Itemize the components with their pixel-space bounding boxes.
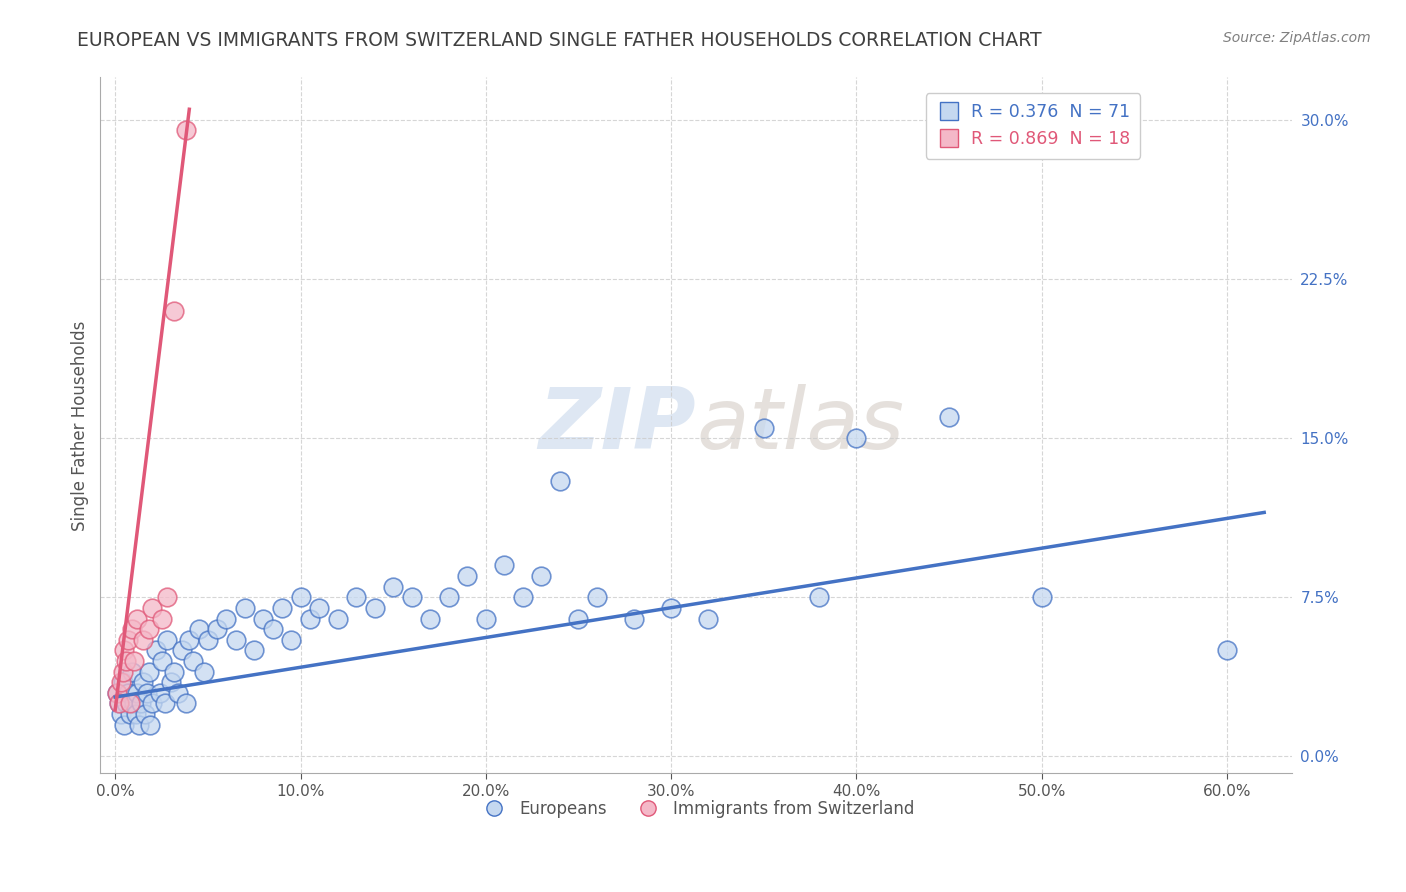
Point [127,686,149,700]
Point [149,686,172,700]
Point [129,697,152,711]
Point [252,611,274,625]
Point [586,591,609,605]
Point [752,420,775,434]
Point [401,591,423,605]
Point [437,591,460,605]
Point [132,675,155,690]
Text: atlas: atlas [696,384,904,467]
Point [419,611,441,625]
Point [127,611,149,625]
Point [138,622,160,636]
Point [548,474,571,488]
Point [122,697,145,711]
Point [141,601,163,615]
Point [114,643,136,657]
Point [124,706,146,721]
Point [115,654,138,668]
Point [150,654,173,668]
Point [156,632,179,647]
Point [233,601,256,615]
Point [845,431,868,445]
Point [163,665,186,679]
Point [456,569,478,583]
Point [187,622,209,636]
Point [115,697,138,711]
Text: EUROPEAN VS IMMIGRANTS FROM SWITZERLAND SINGLE FATHER HOUSEHOLDS CORRELATION CHA: EUROPEAN VS IMMIGRANTS FROM SWITZERLAND … [77,31,1042,50]
Point [808,591,831,605]
Point [159,675,181,690]
Point [156,591,179,605]
Point [155,697,177,711]
Point [111,675,134,690]
Point [344,591,367,605]
Point [475,611,498,625]
Point [530,569,553,583]
Point [205,622,228,636]
Point [174,697,197,711]
Point [197,632,219,647]
Point [193,665,215,679]
Point [141,697,163,711]
Point [110,706,132,721]
Point [280,632,302,647]
Point [135,686,157,700]
Point [150,611,173,625]
Point [225,632,247,647]
Point [117,632,139,647]
Point [494,558,516,573]
Point [118,697,141,711]
Point [108,697,131,711]
Point [363,601,385,615]
Point [163,303,186,318]
Point [138,665,160,679]
Text: Source: ZipAtlas.com: Source: ZipAtlas.com [1223,31,1371,45]
Point [170,643,193,657]
Point [215,611,238,625]
Point [121,622,143,636]
Point [110,675,132,690]
Point [271,601,294,615]
Point [181,654,204,668]
Point [105,686,128,700]
Point [326,611,349,625]
Point [121,665,143,679]
Point [659,601,682,615]
Point [382,580,405,594]
Point [122,654,145,668]
Point [697,611,720,625]
Point [114,717,136,731]
Point [243,643,266,657]
Point [567,611,589,625]
Point [167,686,190,700]
Point [1031,591,1053,605]
Point [139,717,162,731]
Point [298,611,321,625]
Legend: Europeans, Immigrants from Switzerland: Europeans, Immigrants from Switzerland [471,793,921,824]
Point [174,123,197,137]
Point [128,717,150,731]
Point [118,706,141,721]
Point [938,409,960,424]
Y-axis label: Single Father Households: Single Father Households [72,320,89,531]
Point [1216,643,1239,657]
Point [512,591,534,605]
Point [111,665,134,679]
Point [179,632,201,647]
Point [145,643,167,657]
Text: ZIP: ZIP [538,384,696,467]
Point [108,697,131,711]
Point [262,622,284,636]
Point [132,632,155,647]
Point [105,686,128,700]
Point [623,611,645,625]
Point [117,686,139,700]
Point [134,706,156,721]
Point [290,591,312,605]
Point [308,601,330,615]
